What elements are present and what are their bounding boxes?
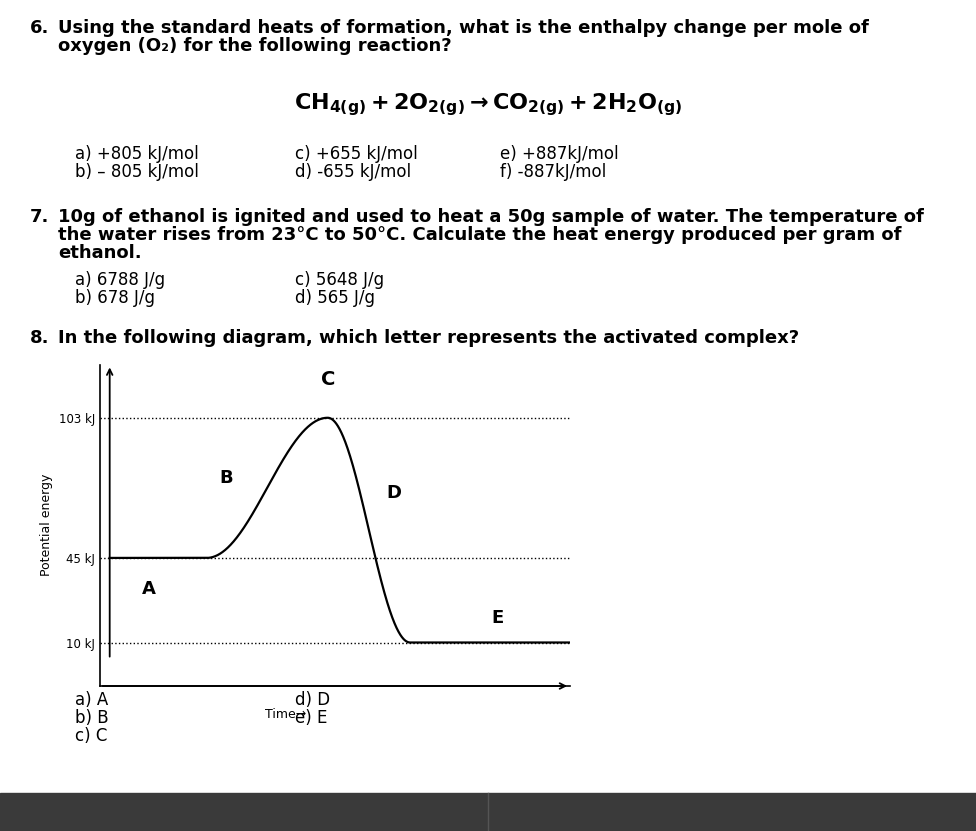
Text: In the following diagram, which letter represents the activated complex?: In the following diagram, which letter r… [58,328,799,347]
Text: b) – 805 kJ/mol: b) – 805 kJ/mol [75,163,199,181]
Text: a) A: a) A [75,691,108,709]
Text: e) +887kJ/mol: e) +887kJ/mol [500,145,619,163]
Text: a) +805 kJ/mol: a) +805 kJ/mol [75,145,199,163]
Text: Time→: Time→ [264,708,306,720]
Text: 8.: 8. [30,328,50,347]
Text: Using the standard heats of formation, what is the enthalpy change per mole of: Using the standard heats of formation, w… [58,19,869,37]
Text: a) 6788 J/g: a) 6788 J/g [75,271,165,289]
Text: d) D: d) D [295,691,330,709]
Text: C: C [320,370,335,389]
Text: oxygen (O₂) for the following reaction?: oxygen (O₂) for the following reaction? [58,37,452,55]
Text: 7.: 7. [30,208,50,226]
Text: c) C: c) C [75,727,107,745]
Text: $\mathbf{CH_{4(g)} + 2O_{2(g)} \rightarrow CO_{2(g)} + 2H_2O_{(g)}}$: $\mathbf{CH_{4(g)} + 2O_{2(g)} \rightarr… [294,91,682,118]
Text: d) 565 J/g: d) 565 J/g [295,289,375,307]
Text: c) +655 kJ/mol: c) +655 kJ/mol [295,145,418,163]
Text: ethanol.: ethanol. [58,244,142,262]
Bar [0,793,976,831]
Text: b) B: b) B [75,709,108,727]
Text: d) -655 kJ/mol: d) -655 kJ/mol [295,163,411,181]
Y-axis label: Potential energy: Potential energy [40,475,54,577]
Text: D: D [386,484,401,502]
Text: 6.: 6. [30,19,50,37]
Text: the water rises from 23°C to 50°C. Calculate the heat energy produced per gram o: the water rises from 23°C to 50°C. Calcu… [58,226,902,244]
Text: A: A [142,580,155,597]
Text: B: B [220,470,233,487]
Text: e) E: e) E [295,709,327,727]
Text: E: E [491,609,504,627]
Text: f) -887kJ/mol: f) -887kJ/mol [500,163,606,181]
Text: c) 5648 J/g: c) 5648 J/g [295,271,385,289]
Text: 10g of ethanol is ignited and used to heat a 50g sample of water. The temperatur: 10g of ethanol is ignited and used to he… [58,208,924,226]
Text: b) 678 J/g: b) 678 J/g [75,289,155,307]
